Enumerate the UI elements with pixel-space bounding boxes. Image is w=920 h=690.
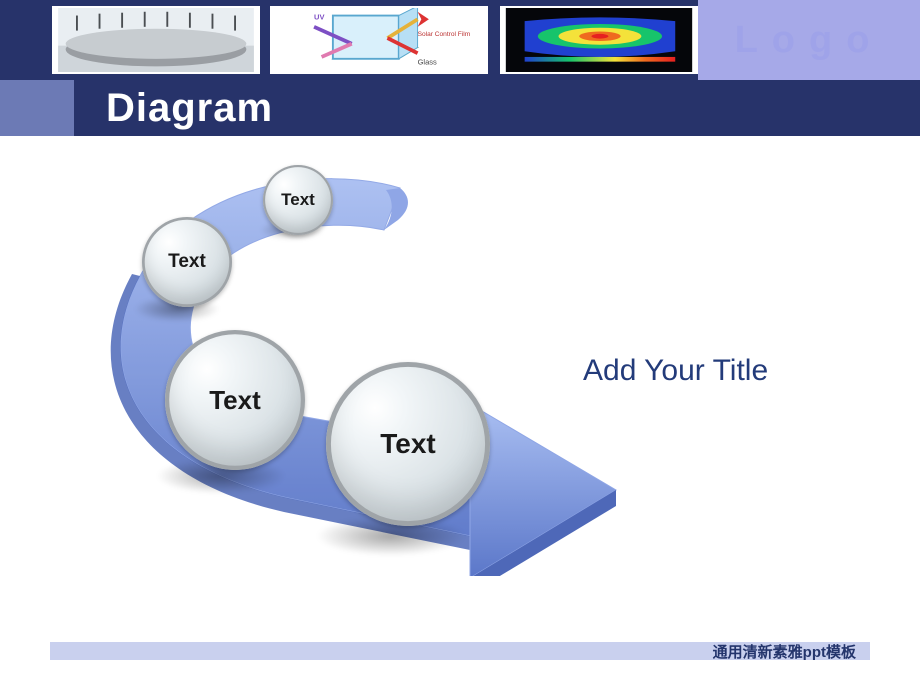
solarfilm-icon: UV Glass Solar Control Film — [272, 8, 486, 72]
sphere-label: Text — [209, 385, 261, 416]
sphere-label: Text — [281, 190, 315, 210]
footer-bar: 通用清新素雅ppt模板 — [50, 642, 870, 660]
title-bar: Diagram — [0, 80, 920, 136]
footer-text: 通用清新素雅ppt模板 — [713, 641, 856, 662]
heatmap-icon — [502, 8, 696, 72]
sphere-label: Text — [168, 251, 206, 273]
svg-text:UV: UV — [314, 12, 324, 21]
curved-arrow — [70, 146, 630, 576]
content-area: Text Text Text Text — [0, 136, 920, 642]
title-bar-accent — [0, 80, 74, 136]
title-bar-main: Diagram — [74, 80, 920, 136]
svg-text:Glass: Glass — [418, 57, 437, 66]
svg-text:Solar Control Film: Solar Control Film — [418, 31, 471, 38]
heatmap-thumb — [500, 6, 698, 74]
sphere-s2: Text — [142, 217, 232, 307]
sphere-s4: Text — [326, 362, 490, 526]
logo-band: Logo — [698, 0, 920, 80]
stadium-thumb — [52, 6, 260, 74]
subtitle-text: Add Your Title — [583, 354, 768, 388]
slide: Logo — [0, 0, 920, 690]
logo-text: Logo — [735, 19, 884, 62]
solarfilm-thumb: UV Glass Solar Control Film — [270, 6, 488, 74]
sphere-s3: Text — [165, 330, 305, 470]
sphere-s1: Text — [263, 165, 333, 235]
sphere-label: Text — [380, 428, 436, 460]
page-title: Diagram — [74, 86, 273, 131]
stadium-icon — [54, 8, 258, 72]
